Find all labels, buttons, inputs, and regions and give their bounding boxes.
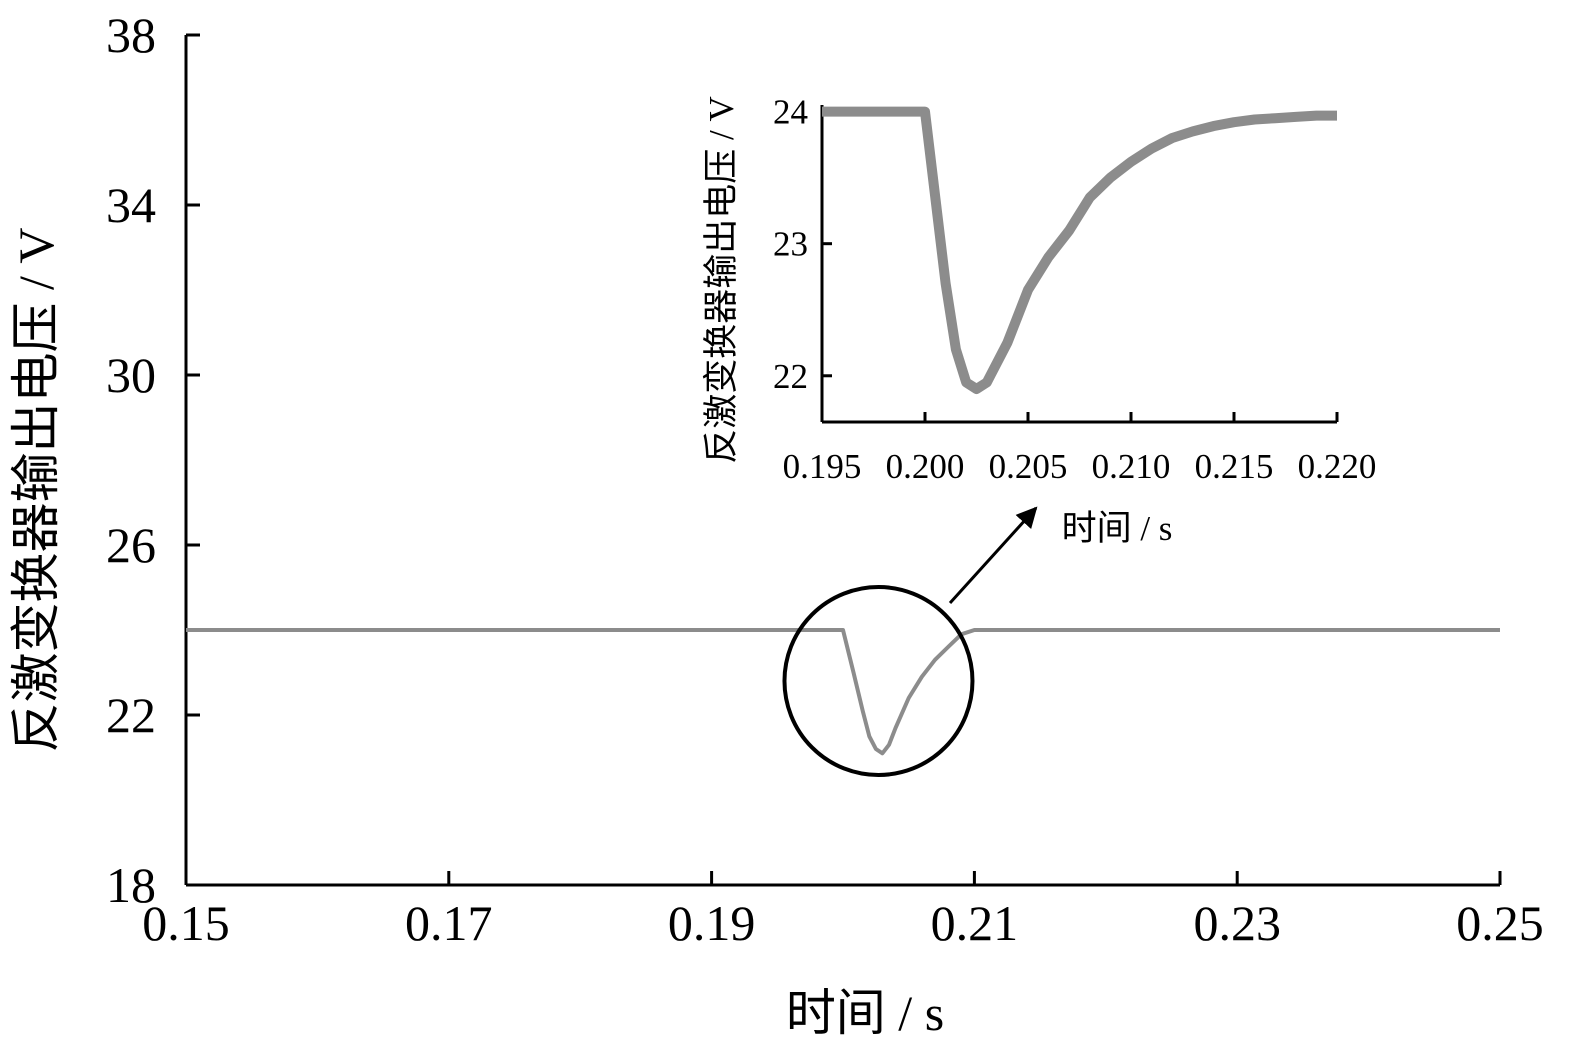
main-x-tick-label: 0.21: [931, 895, 1019, 951]
inset-y-ticks: 22 23 24: [773, 93, 832, 396]
inset-x-tick-label: 0.205: [989, 447, 1068, 486]
inset-x-tick-label: 0.210: [1092, 447, 1171, 486]
main-y-tick-label: 18: [106, 857, 156, 913]
main-x-tick-label: 0.19: [668, 895, 756, 951]
main-y-tick-label: 26: [106, 517, 156, 573]
main-x-tick-label: 0.17: [405, 895, 493, 951]
inset-x-axis-label: 时间 / s: [1062, 509, 1173, 548]
inset-x-tick-label: 0.215: [1195, 447, 1274, 486]
main-y-tick-label: 38: [106, 7, 156, 63]
main-y-axis-label: 反激变换器输出电压 / V: [8, 228, 64, 753]
inset-y-tick-label: 23: [773, 225, 808, 264]
main-x-ticks: 0.15 0.17 0.19 0.21 0.23 0.25: [142, 871, 1544, 951]
main-x-tick-label: 0.23: [1193, 895, 1281, 951]
inset-x-ticks: 0.195 0.200 0.205 0.210 0.215 0.220: [783, 412, 1377, 486]
main-y-tick-label: 34: [106, 177, 156, 233]
main-x-axis-label: 时间 / s: [786, 985, 944, 1041]
inset-x-tick-label: 0.200: [886, 447, 965, 486]
zoom-circle: [782, 585, 975, 777]
main-x-tick-label: 0.25: [1456, 895, 1544, 951]
main-y-tick-label: 30: [106, 347, 156, 403]
main-y-tick-label: 22: [106, 687, 156, 743]
inset-x-tick-label: 0.195: [783, 447, 862, 486]
inset-y-axis-label: 反激变换器输出电压 / V: [702, 96, 741, 464]
main-x-tick-label: 0.15: [142, 895, 230, 951]
main-plot: 0.15 0.17 0.19 0.21 0.23 0.25 18 22 26 30 34 38 时间…: [8, 7, 1544, 1041]
inset-x-tick-label: 0.220: [1298, 447, 1377, 486]
zoom-arrow: [948, 506, 1038, 605]
inset-plot: 0.195 0.200 0.205 0.210 0.215 0.220 22 23 24 时间…: [702, 93, 1376, 548]
inset-y-tick-label: 22: [773, 357, 808, 396]
inset-series-line: [822, 106, 1337, 394]
main-y-ticks: 18 22 26 30 34 38: [106, 7, 200, 913]
inset-y-tick-label: 24: [773, 93, 808, 132]
main-series-line: [186, 628, 1500, 756]
